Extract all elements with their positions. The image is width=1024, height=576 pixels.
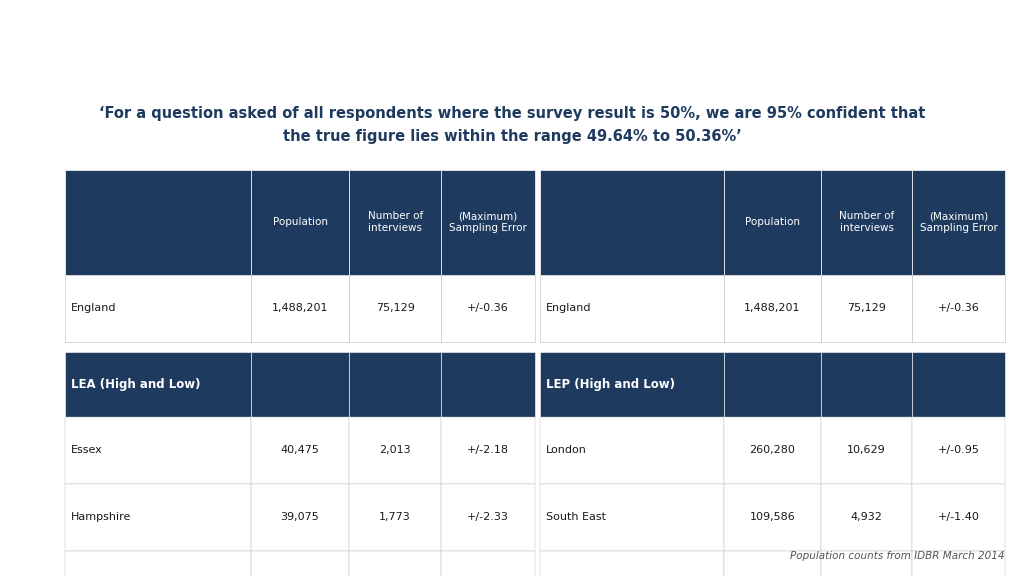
Text: +/-2.33: +/-2.33 [467,513,509,522]
Text: England: England [546,303,592,313]
Bar [251,275,349,342]
Text: Hampshire: Hampshire [71,513,131,522]
Text: Achieved interviews / confidence intervals: Achieved interviews / confidence interva… [12,31,810,63]
Text: 109,586: 109,586 [750,513,796,522]
Text: 1,488,201: 1,488,201 [744,303,801,313]
Bar [441,416,535,484]
Bar [821,416,912,484]
Bar [821,484,912,551]
Bar [540,352,724,416]
Bar [912,416,1005,484]
Text: +/-2.18: +/-2.18 [467,445,509,455]
Bar [724,416,821,484]
Bar [724,551,821,576]
Bar [251,484,349,551]
Bar [65,170,251,275]
Text: Population: Population [745,217,800,228]
Bar [724,352,821,416]
Bar [540,275,724,342]
Text: Population counts from IDBR March 2014: Population counts from IDBR March 2014 [791,551,1005,561]
Bar [724,275,821,342]
Bar [540,170,724,275]
Bar [540,484,724,551]
Text: 4,932: 4,932 [851,513,883,522]
Text: Number of
interviews: Number of interviews [839,211,894,233]
Text: 39,075: 39,075 [281,513,319,522]
Bar [65,416,251,484]
Bar [912,352,1005,416]
Text: 10,629: 10,629 [847,445,886,455]
Text: Essex: Essex [71,445,102,455]
Text: England: England [71,303,117,313]
Bar [821,352,912,416]
Bar [65,551,251,576]
Bar [349,275,441,342]
Text: LEP (High and Low): LEP (High and Low) [546,378,675,391]
Text: (Maximum)
Sampling Error: (Maximum) Sampling Error [450,211,527,233]
Bar [65,275,251,342]
Bar [821,551,912,576]
Text: 40,475: 40,475 [281,445,319,455]
Text: +/-0.36: +/-0.36 [938,303,979,313]
Bar [724,170,821,275]
Bar [441,275,535,342]
Bar [912,170,1005,275]
Text: 260,280: 260,280 [750,445,796,455]
Bar [349,484,441,551]
Text: Population: Population [272,217,328,228]
Text: +/-1.40: +/-1.40 [938,513,979,522]
Bar [912,551,1005,576]
Bar [65,352,251,416]
Text: +/-0.36: +/-0.36 [467,303,509,313]
Text: 75,129: 75,129 [847,303,886,313]
Bar [349,170,441,275]
Bar [821,275,912,342]
Bar [540,416,724,484]
Bar [349,551,441,576]
Text: 1,488,201: 1,488,201 [271,303,329,313]
Bar [441,551,535,576]
Bar [912,275,1005,342]
Bar [441,170,535,275]
Text: LEA (High and Low): LEA (High and Low) [71,378,201,391]
Bar [65,484,251,551]
Bar [251,352,349,416]
Text: ‘For a question asked of all respondents where the survey result is 50%, we are : ‘For a question asked of all respondents… [98,107,926,143]
Text: +/-0.95: +/-0.95 [938,445,979,455]
Bar [349,352,441,416]
Bar [251,416,349,484]
Text: Number of
interviews: Number of interviews [368,211,423,233]
Text: London: London [546,445,587,455]
Text: 75,129: 75,129 [376,303,415,313]
Text: 2,013: 2,013 [379,445,411,455]
Text: 1,773: 1,773 [379,513,411,522]
Bar [912,484,1005,551]
Bar [441,484,535,551]
Bar [821,170,912,275]
Text: South East: South East [546,513,606,522]
Bar [540,551,724,576]
Bar [251,551,349,576]
Bar [724,484,821,551]
Bar [251,170,349,275]
Text: (Maximum)
Sampling Error: (Maximum) Sampling Error [920,211,997,233]
Bar [349,416,441,484]
Bar [441,352,535,416]
